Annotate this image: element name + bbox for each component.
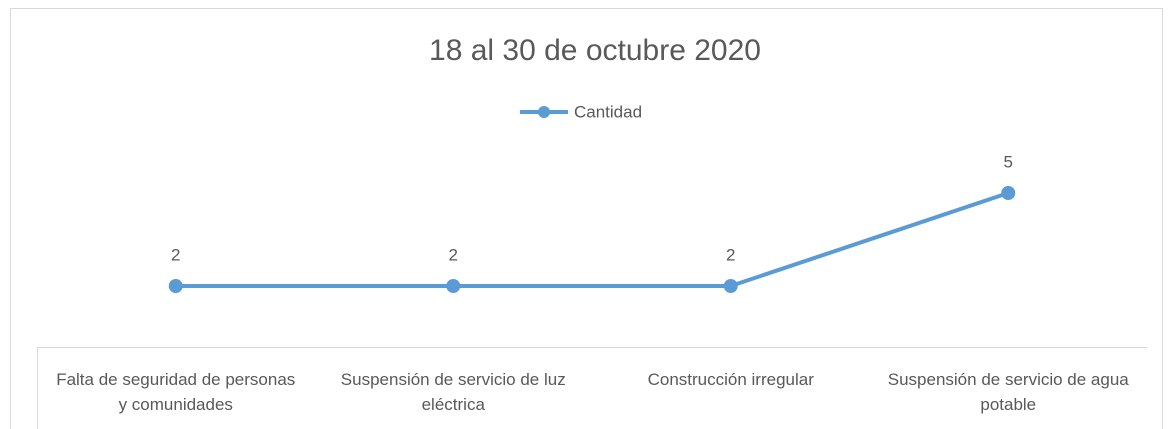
- point: [168, 279, 183, 293]
- chart-title: 18 al 30 de octubre 2020: [429, 34, 761, 67]
- data-label: 2: [726, 245, 735, 264]
- x-tick-label: Suspensión de servicio de agua potable: [887, 370, 1129, 414]
- data-label: 5: [1004, 152, 1013, 171]
- series-line: [175, 191, 1009, 288]
- x-tick-label: Falta de seguridad de personas y comunid…: [56, 370, 296, 414]
- x-tick-label: Suspensión de servicio de luz eléctrica: [340, 370, 566, 414]
- point: [723, 279, 738, 293]
- chart-border: [10, 8, 1163, 429]
- data-label: 2: [449, 245, 458, 264]
- legend-label: Cantidad: [574, 102, 642, 121]
- point: [446, 279, 461, 293]
- legend-marker: [538, 106, 550, 118]
- x-tick-label: Construcción irregular: [647, 370, 814, 389]
- data-label: 2: [171, 245, 180, 264]
- point: [1001, 186, 1016, 200]
